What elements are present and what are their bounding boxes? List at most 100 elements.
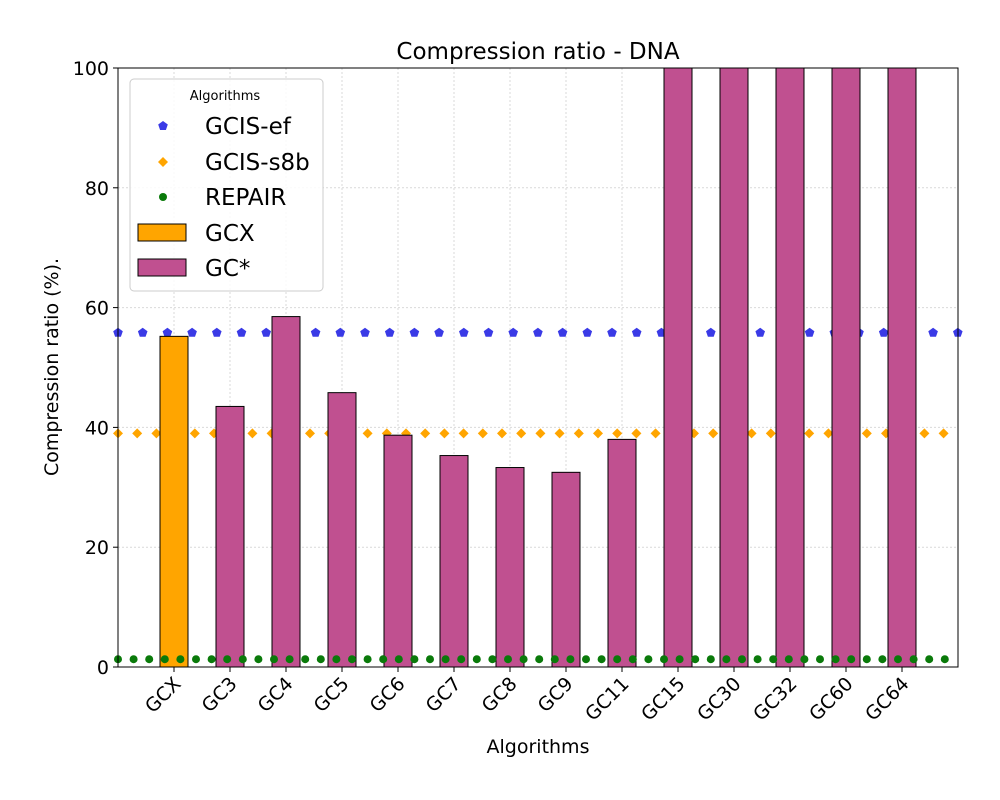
gcis-s8b-marker bbox=[708, 428, 719, 439]
repair-marker bbox=[363, 655, 372, 664]
gcis-s8b-marker bbox=[439, 428, 450, 439]
bar-gc-star-gc30 bbox=[719, 67, 749, 668]
gcis-ef-marker bbox=[335, 327, 346, 337]
repair-marker bbox=[582, 655, 590, 664]
y-tick-label: 60 bbox=[85, 298, 109, 320]
gcis-ef-marker bbox=[459, 327, 469, 337]
repair-marker bbox=[566, 655, 575, 664]
repair-marker bbox=[301, 655, 310, 664]
y-tick-label: 40 bbox=[85, 417, 109, 439]
repair-marker bbox=[160, 655, 169, 664]
repair-marker bbox=[519, 655, 528, 664]
reference-lines-front-layer bbox=[114, 655, 949, 664]
bar-gc-star-gc7 bbox=[439, 455, 469, 668]
legend-items: GCIS-ef GCIS-s8b REPAIR GCX GC* bbox=[137, 114, 310, 282]
gcis-s8b-marker bbox=[535, 428, 546, 439]
bar-gc-star-gc60 bbox=[831, 67, 861, 668]
gcis-ef-marker bbox=[508, 327, 518, 337]
x-tick-label: GC3 bbox=[198, 673, 242, 717]
x-tick-label: GC11 bbox=[581, 673, 633, 725]
bar-gc-star-gc9 bbox=[551, 471, 581, 668]
gcis-ef-marker bbox=[236, 327, 247, 337]
repair-marker bbox=[628, 655, 637, 664]
gcis-ef-marker bbox=[434, 327, 444, 337]
gcis-s8b-marker bbox=[823, 428, 834, 439]
repair-marker bbox=[488, 655, 497, 664]
gcis-ef-marker bbox=[804, 327, 815, 337]
repair-marker bbox=[270, 655, 278, 664]
gcis-ef-marker bbox=[409, 327, 420, 337]
repair-marker bbox=[129, 655, 138, 664]
repair-marker bbox=[550, 655, 559, 664]
repair-marker bbox=[410, 655, 419, 664]
repair-marker bbox=[472, 655, 481, 664]
bar-gc-star-gc15 bbox=[663, 67, 693, 668]
repair-marker bbox=[800, 655, 809, 664]
gcis-s8b-marker bbox=[362, 428, 373, 439]
gcis-s8b-marker bbox=[516, 428, 527, 439]
legend-marker-gcis-s8b bbox=[158, 157, 168, 167]
repair-marker bbox=[738, 655, 746, 664]
repair-marker bbox=[878, 655, 887, 664]
y-tick-label: 100 bbox=[73, 58, 109, 80]
repair-marker bbox=[379, 655, 388, 664]
gcis-s8b-marker bbox=[631, 428, 642, 439]
repair-marker bbox=[238, 655, 247, 664]
repair-marker bbox=[597, 655, 606, 664]
repair-marker bbox=[769, 655, 778, 664]
legend-marker-repair bbox=[159, 193, 167, 201]
repair-marker bbox=[207, 655, 216, 664]
x-tick-label: GC6 bbox=[366, 673, 410, 717]
repair-marker bbox=[457, 655, 466, 664]
gcis-ef-marker bbox=[261, 327, 271, 337]
gcis-ef-marker bbox=[607, 327, 617, 337]
x-tick-label: GC8 bbox=[478, 673, 522, 717]
gcis-s8b-marker bbox=[497, 428, 507, 439]
repair-marker bbox=[660, 655, 668, 664]
x-tick-label: GC64 bbox=[861, 673, 913, 725]
gcis-s8b-marker bbox=[151, 428, 162, 439]
y-tick-label: 0 bbox=[97, 657, 109, 679]
repair-marker bbox=[176, 655, 185, 664]
gcis-s8b-marker bbox=[938, 428, 949, 439]
repair-marker bbox=[784, 655, 793, 664]
legend-patch-gc-star bbox=[137, 258, 187, 277]
x-axis-title: Algorithms bbox=[487, 736, 590, 758]
x-tick-label: GC30 bbox=[693, 673, 745, 725]
gcis-s8b-marker bbox=[612, 428, 623, 439]
bars-layer bbox=[159, 67, 917, 668]
bar-gc-star-gc32 bbox=[775, 67, 805, 668]
repair-marker bbox=[316, 655, 325, 664]
repair-marker bbox=[192, 655, 200, 664]
gcis-s8b-marker bbox=[420, 428, 431, 439]
repair-marker bbox=[426, 655, 434, 664]
legend-title: Algorithms bbox=[190, 89, 261, 104]
x-tick-label: GC15 bbox=[637, 673, 689, 725]
gcis-s8b-marker bbox=[189, 428, 200, 439]
gcis-s8b-marker bbox=[305, 428, 315, 439]
chart-title: Compression ratio - DNA bbox=[396, 39, 679, 65]
gcis-s8b-marker bbox=[458, 428, 469, 439]
gcis-ef-marker bbox=[384, 327, 395, 337]
legend-label-gcx: GCX bbox=[205, 221, 255, 247]
bar-gc-star-gc6 bbox=[383, 434, 413, 668]
repair-marker bbox=[348, 655, 356, 664]
repair-marker bbox=[925, 655, 934, 664]
repair-marker bbox=[254, 655, 263, 664]
repair-marker bbox=[613, 655, 622, 664]
bar-gc-star-gc11 bbox=[607, 438, 637, 668]
repair-marker bbox=[504, 655, 512, 664]
repair-marker bbox=[909, 655, 918, 664]
plot-area-frame bbox=[117, 67, 959, 668]
gcis-ef-marker bbox=[706, 327, 716, 337]
repair-marker bbox=[862, 655, 871, 664]
repair-marker bbox=[675, 655, 684, 664]
repair-marker bbox=[644, 655, 653, 664]
gcis-s8b-marker bbox=[861, 428, 872, 439]
gcis-ef-marker bbox=[928, 327, 938, 337]
legend: Algorithms GCIS-ef GCIS-s8b REPAIR GCX GC* bbox=[129, 78, 324, 292]
bar-gcx-gcx bbox=[159, 335, 189, 668]
gcis-ef-marker bbox=[212, 327, 222, 337]
gcis-s8b-marker bbox=[554, 428, 565, 439]
